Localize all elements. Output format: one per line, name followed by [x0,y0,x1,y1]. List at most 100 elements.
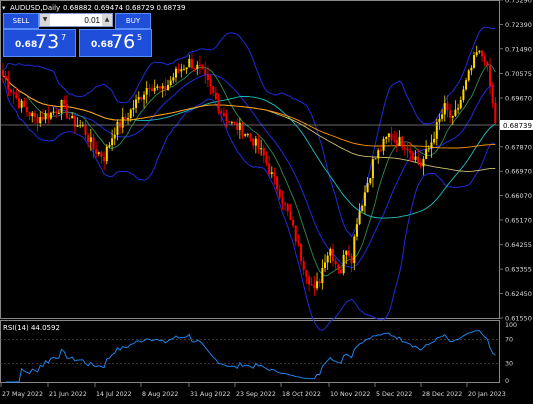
candle[interactable] [305,269,308,285]
candle[interactable] [395,132,398,153]
candle[interactable] [451,115,454,126]
candle[interactable] [212,85,215,96]
candle[interactable] [459,96,462,110]
candle[interactable] [148,83,151,97]
candle[interactable] [366,176,369,193]
candle[interactable] [161,82,164,98]
candle[interactable] [377,148,380,164]
candle[interactable] [430,134,433,158]
candle[interactable] [68,114,71,121]
candle[interactable] [28,111,31,120]
candle[interactable] [438,113,441,130]
candle[interactable] [363,185,366,215]
candle[interactable] [143,91,146,109]
candlesticks[interactable] [2,45,497,296]
candle[interactable] [169,76,172,87]
candle[interactable] [422,156,425,176]
candle[interactable] [371,156,374,188]
candle[interactable] [140,96,143,101]
candle[interactable] [167,79,169,91]
candle[interactable] [324,254,327,272]
candle[interactable] [33,110,36,125]
candle[interactable] [446,95,449,118]
candle[interactable] [286,202,289,216]
candle[interactable] [292,216,295,229]
candle[interactable] [57,109,60,114]
candle[interactable] [244,133,247,138]
candle[interactable] [297,234,300,247]
candle[interactable] [49,111,52,121]
buy-price-button[interactable]: 0.68 76 5 [79,29,152,57]
candle[interactable] [302,256,305,276]
candle[interactable] [433,131,436,145]
candle[interactable] [172,72,175,84]
candle[interactable] [217,93,220,115]
candle[interactable] [326,252,329,271]
candle[interactable] [185,67,188,74]
candle[interactable] [403,142,406,156]
candle[interactable] [47,104,50,124]
candle[interactable] [417,148,420,166]
candle[interactable] [483,53,486,67]
candle[interactable] [254,135,257,154]
candle[interactable] [385,136,388,144]
candle[interactable] [281,190,284,211]
sell-price-button[interactable]: 0.68 73 7 [3,29,76,57]
candle[interactable] [17,91,20,110]
candle[interactable] [9,88,12,96]
candle[interactable] [443,95,446,122]
candle[interactable] [25,97,28,117]
candle[interactable] [489,57,492,95]
candle[interactable] [111,129,114,151]
candle[interactable] [374,158,377,160]
candle[interactable] [222,107,225,118]
candle[interactable] [337,263,340,275]
candle[interactable] [23,97,26,108]
candle[interactable] [419,158,422,169]
candle[interactable] [87,132,90,148]
candle[interactable] [481,49,484,63]
candle[interactable] [52,107,55,116]
candle[interactable] [478,50,481,54]
candle[interactable] [127,112,130,125]
candle[interactable] [276,175,279,195]
candle[interactable] [449,103,452,124]
candle[interactable] [71,112,74,119]
candle[interactable] [387,133,390,143]
candle[interactable] [100,150,103,164]
candle[interactable] [95,141,98,158]
candle[interactable] [361,204,364,212]
candle[interactable] [350,253,353,273]
candle[interactable] [79,119,82,128]
candle[interactable] [435,118,438,146]
candle[interactable] [116,119,119,141]
candle[interactable] [494,96,497,125]
candle[interactable] [39,111,42,127]
candle[interactable] [236,118,239,135]
candle[interactable] [108,142,111,149]
candle[interactable] [129,108,132,122]
candle[interactable] [246,132,249,138]
candle[interactable] [318,278,321,287]
candle[interactable] [228,120,231,125]
candle[interactable] [84,117,87,140]
candle[interactable] [473,51,476,69]
buy-button[interactable]: BUY [115,13,151,29]
candle[interactable] [342,249,345,276]
candle[interactable] [7,70,10,97]
candle[interactable] [334,257,337,271]
candle[interactable] [12,87,15,104]
candle[interactable] [63,95,66,109]
candle[interactable] [284,201,287,211]
candle[interactable] [427,145,430,153]
candle[interactable] [300,243,303,266]
candle[interactable] [190,53,193,70]
candle[interactable] [137,91,140,104]
candle[interactable] [196,60,199,76]
candle[interactable] [491,81,494,108]
candle[interactable] [369,178,372,185]
candle[interactable] [201,64,204,70]
candle[interactable] [289,204,292,221]
candle[interactable] [4,70,7,84]
